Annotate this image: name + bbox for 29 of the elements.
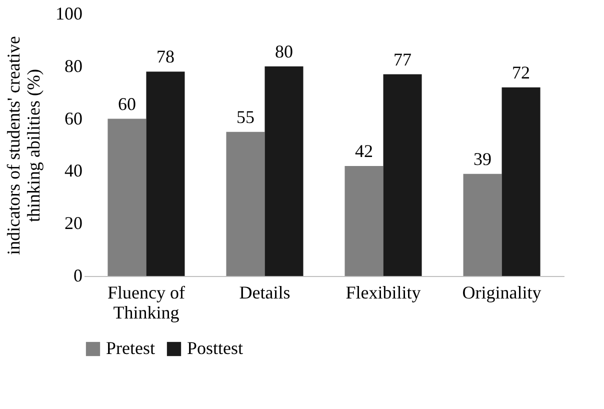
y-tick-label: 80 xyxy=(64,56,82,76)
y-tick-label: 40 xyxy=(64,160,82,181)
y-tick-label: 60 xyxy=(64,108,82,128)
data-label: 78 xyxy=(156,46,174,67)
data-label: 72 xyxy=(512,62,530,82)
x-tick-label: Details xyxy=(239,282,290,302)
bar xyxy=(344,166,384,276)
bar xyxy=(226,132,265,276)
data-label: 39 xyxy=(474,148,492,169)
x-tick-label: Flexibility xyxy=(346,282,421,302)
y-tick-label: 20 xyxy=(64,213,82,234)
y-tick-label: 0 xyxy=(74,266,82,286)
y-tick-label: 100 xyxy=(56,4,82,24)
bar xyxy=(383,74,422,276)
data-label: 80 xyxy=(275,41,293,62)
y-axis-title: indicators of students' creative thinking abilities (%) xyxy=(4,36,44,255)
bar xyxy=(264,66,304,276)
data-label: 77 xyxy=(394,49,412,70)
bar xyxy=(146,72,185,276)
x-tick-label: Fluency of Thinking xyxy=(107,282,185,322)
bar xyxy=(108,118,146,276)
legend-label: Posttest xyxy=(187,338,244,358)
data-label: 60 xyxy=(118,94,136,114)
legend-label: Pretest xyxy=(106,338,155,358)
data-label: 42 xyxy=(355,140,373,161)
bar xyxy=(502,87,540,276)
x-tick-label: Originality xyxy=(462,282,542,302)
bar xyxy=(463,174,502,276)
data-label: 55 xyxy=(236,106,254,127)
